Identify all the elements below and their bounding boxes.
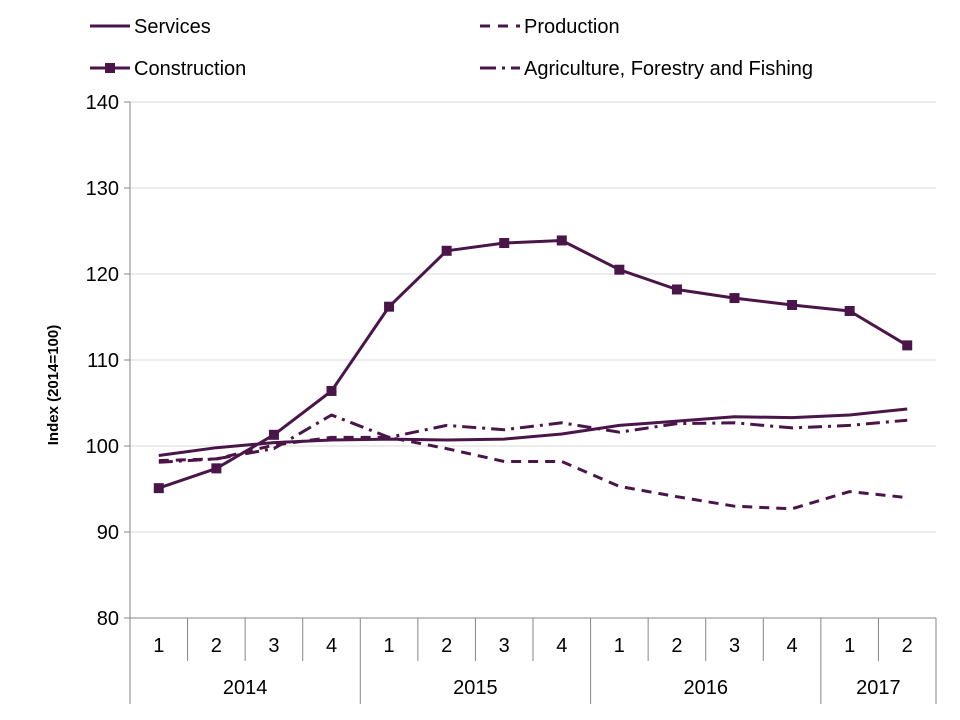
series-lines: [153, 235, 913, 511]
data-point: [729, 293, 740, 304]
data-point: [902, 340, 913, 351]
y-axis-ticks: 80 90 100 110 120 130 140: [86, 92, 130, 630]
y-tick-label: 140: [86, 92, 119, 114]
y-tick-label: 110: [87, 350, 119, 372]
year-label: 2016: [683, 677, 728, 699]
x-tick-label: 1: [844, 635, 855, 657]
gridlines: [130, 101, 936, 533]
x-tick-label: 2: [671, 635, 682, 657]
legend-label: Agriculture, Forestry and Fishing: [524, 58, 813, 80]
data-point: [153, 483, 164, 494]
data-point: [326, 385, 337, 396]
data-point: [499, 238, 510, 249]
series-line-construction: [158, 239, 908, 490]
legend-label: Production: [524, 16, 620, 38]
data-point: [614, 264, 625, 275]
x-tick-label: 4: [326, 635, 337, 657]
data-point: [268, 429, 279, 440]
data-point: [384, 301, 395, 312]
legend: Services Production Construction Agricultur…: [90, 16, 813, 80]
legend-label: Construction: [134, 58, 246, 80]
y-tick-label: 90: [97, 522, 119, 544]
x-tick-label: 4: [556, 635, 567, 657]
y-axis-label: Index (2014=100): [45, 325, 62, 446]
x-tick-label: 3: [729, 635, 740, 657]
x-tick-label: 1: [614, 635, 625, 657]
data-point: [671, 284, 682, 295]
data-point: [556, 235, 567, 246]
x-tick-label: 3: [268, 635, 279, 657]
x-tick-label: 3: [499, 635, 510, 657]
data-point: [844, 305, 855, 316]
series-line-agriculture-forestry-and-fishing: [158, 413, 908, 464]
x-tick-label: 1: [384, 635, 395, 657]
x-tick-label: 2: [902, 635, 913, 657]
y-tick-label: 80: [97, 608, 119, 630]
x-tick-label: 2: [441, 635, 452, 657]
year-label: 2014: [223, 677, 268, 699]
series-line-production: [158, 435, 908, 511]
x-tick-label: 4: [787, 635, 798, 657]
data-point: [211, 463, 222, 474]
legend-marker: [105, 63, 115, 73]
data-point: [441, 245, 452, 256]
y-tick-label: 130: [86, 178, 119, 200]
data-point: [787, 299, 798, 310]
legend-label: Services: [134, 16, 211, 38]
y-tick-label: 100: [86, 436, 119, 458]
x-tick-label: 1: [153, 635, 164, 657]
y-tick-label: 120: [86, 264, 119, 286]
year-label: 2015: [453, 677, 498, 699]
year-label: 2017: [856, 677, 901, 699]
x-tick-label: 2: [211, 635, 222, 657]
